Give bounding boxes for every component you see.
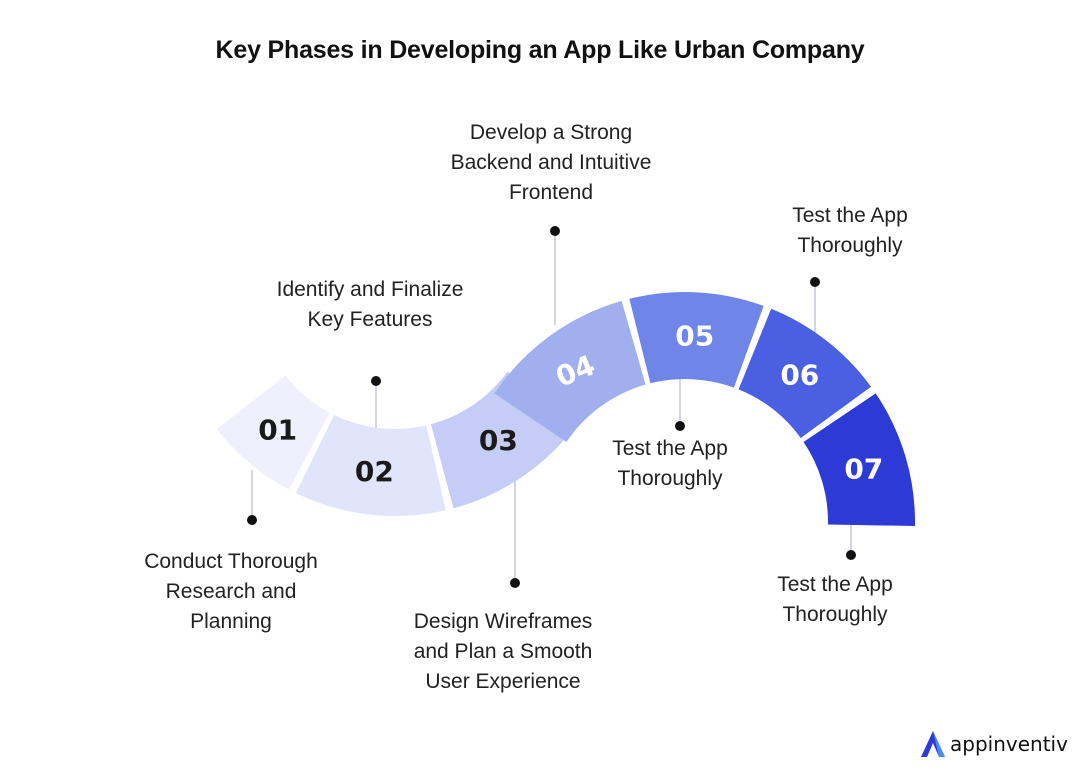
phase-number-06: 06 <box>780 359 819 392</box>
phase-segment-05 <box>629 292 764 388</box>
phase-label-01: Conduct Thorough Research and Planning <box>111 547 351 637</box>
label-line: Design Wireframes <box>413 610 593 633</box>
label-line: Thoroughly <box>617 467 723 490</box>
label-line: Research and <box>165 580 297 603</box>
brand-logo: appinventiv <box>920 728 1068 760</box>
phase-label-04: Develop a Strong Backend and Intuitive F… <box>416 118 686 208</box>
label-line: Planning <box>190 610 272 633</box>
label-line: Thoroughly <box>797 234 903 257</box>
label-line: Thoroughly <box>782 603 888 626</box>
phase-label-05: Test the App Thoroughly <box>575 434 765 494</box>
phase-label-06: Test the App Thoroughly <box>755 201 945 261</box>
phase-label-07: Test the App Thoroughly <box>740 570 930 630</box>
dot-04 <box>550 226 560 236</box>
label-line: Develop a Strong <box>469 121 633 144</box>
phase-number-03: 03 <box>479 424 518 457</box>
label-line: Test the App <box>777 573 893 596</box>
label-line: User Experience <box>425 670 581 693</box>
a-logo-icon <box>921 731 945 757</box>
brand-name: appinventiv <box>950 732 1068 756</box>
phase-segments <box>216 292 915 527</box>
phase-segment-07 <box>803 393 915 527</box>
dot-06 <box>810 277 820 287</box>
phase-label-02: Identify and Finalize Key Features <box>245 275 495 335</box>
dot-07 <box>846 550 856 560</box>
connector-dots <box>247 226 856 588</box>
phase-number-05: 05 <box>675 319 714 352</box>
dot-02 <box>371 376 381 386</box>
phase-segment-02 <box>295 414 446 516</box>
dot-05 <box>675 421 685 431</box>
phase-segment-06 <box>738 308 872 438</box>
label-line: Frontend <box>508 181 594 204</box>
page-title: Key Phases in Developing an App Like Urb… <box>215 36 865 64</box>
dot-03 <box>510 578 520 588</box>
label-line: Test the App <box>792 204 908 227</box>
label-line: Backend and Intuitive <box>450 151 652 174</box>
phase-number-02: 02 <box>355 455 394 488</box>
label-line: and Plan a Smooth <box>413 640 593 663</box>
label-line: Conduct Thorough <box>144 550 318 573</box>
phase-segment-01 <box>216 375 330 490</box>
phase-label-03: Design Wireframes and Plan a Smooth User… <box>383 607 623 697</box>
label-line: Key Features <box>307 308 433 331</box>
label-line: Test the App <box>612 437 728 460</box>
phase-number-01: 01 <box>258 413 297 446</box>
dot-01 <box>247 515 257 525</box>
phase-number-07: 07 <box>844 453 883 486</box>
label-line: Identify and Finalize <box>276 278 464 301</box>
phase-segment-04 <box>494 300 646 443</box>
